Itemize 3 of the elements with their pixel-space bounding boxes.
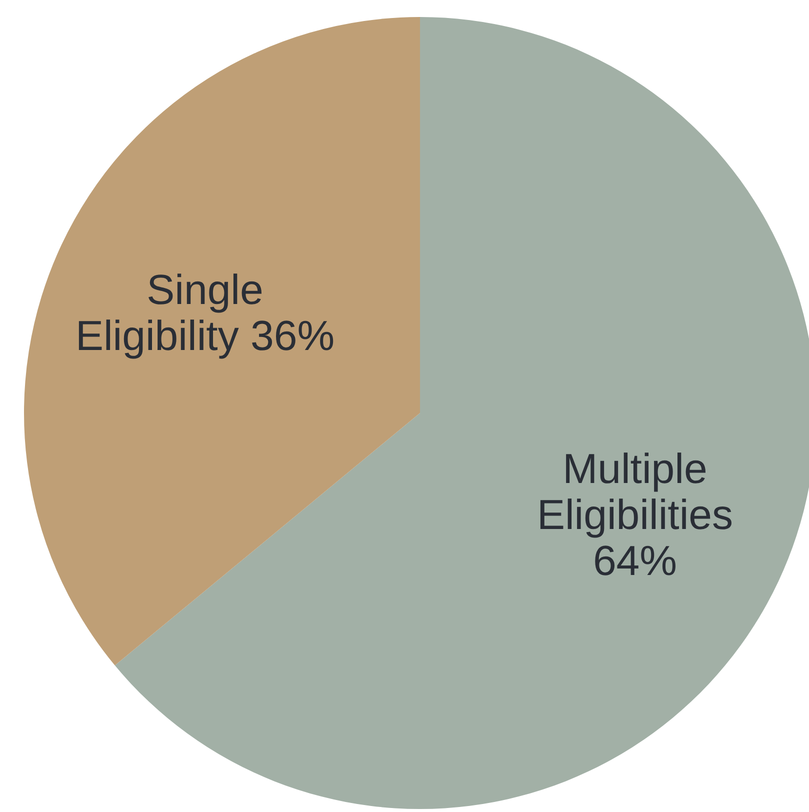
slice-label: Multiple Eligibilities	[536, 444, 734, 538]
data-label: 64%	[592, 536, 678, 584]
slice-label: Single Eligibility 36%	[75, 265, 335, 358]
